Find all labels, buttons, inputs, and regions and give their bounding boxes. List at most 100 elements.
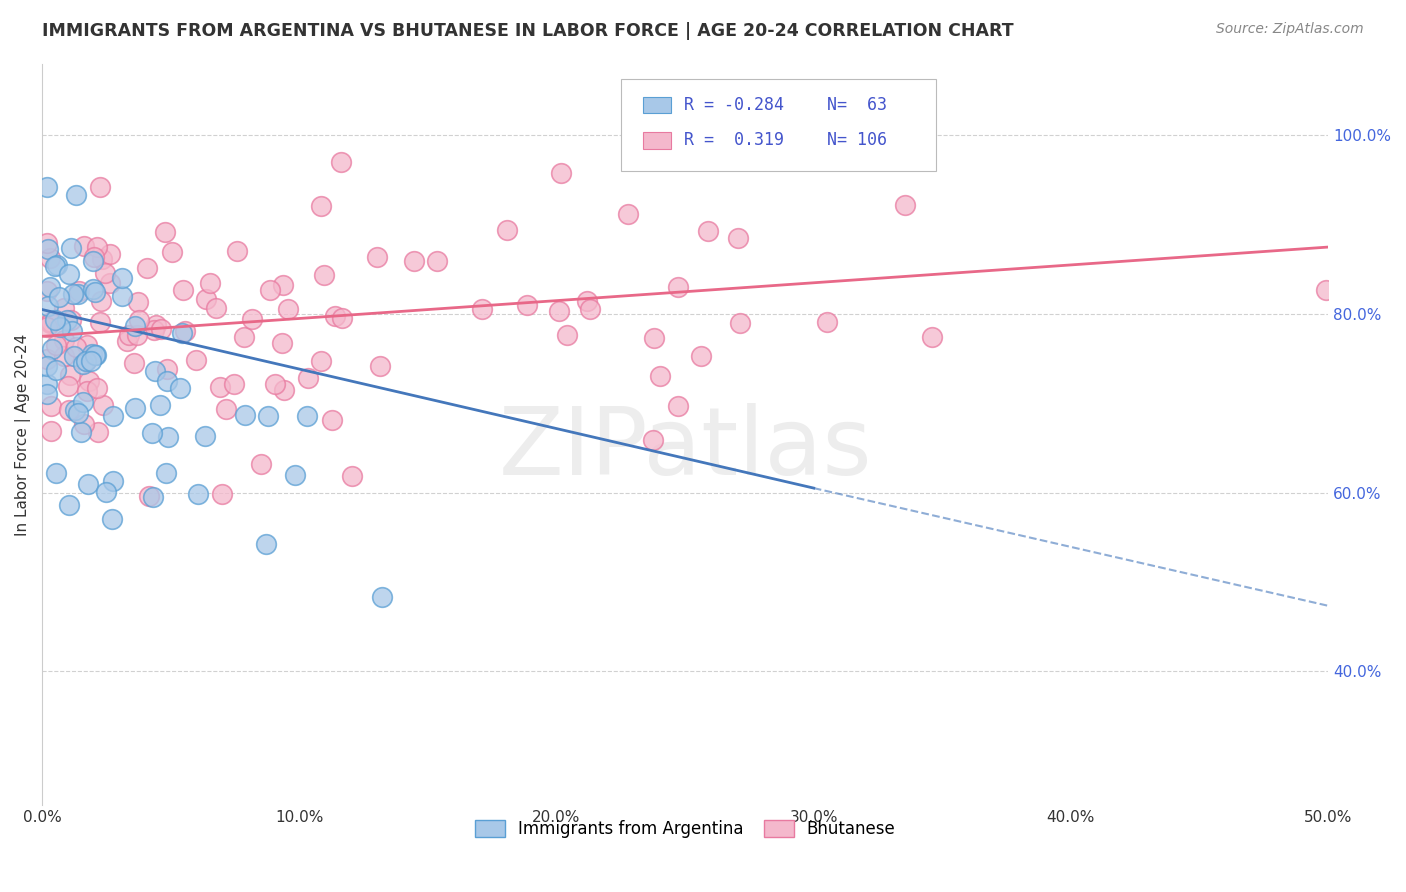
Point <box>65 340 87 354</box>
Point <box>226 244 249 258</box>
Point <box>48 289 70 303</box>
Point <box>697 224 720 238</box>
Point <box>94 266 117 280</box>
Point <box>555 328 578 343</box>
Point <box>149 398 172 412</box>
Point <box>118 328 141 343</box>
Point <box>94 485 117 500</box>
Point <box>340 468 363 483</box>
Point <box>37 320 59 334</box>
Point <box>72 357 94 371</box>
Point <box>38 316 60 330</box>
Point <box>145 318 167 332</box>
Point <box>39 315 62 329</box>
Point <box>41 399 63 413</box>
Point <box>91 252 114 267</box>
Point <box>142 490 165 504</box>
Point <box>53 333 76 347</box>
Point <box>91 398 114 412</box>
Point <box>76 338 98 352</box>
Text: N= 106: N= 106 <box>827 131 887 149</box>
Point <box>240 312 263 326</box>
Point <box>89 315 111 329</box>
Text: ZIPatlas: ZIPatlas <box>498 403 872 495</box>
Point <box>135 260 157 275</box>
Point <box>198 276 221 290</box>
Point <box>222 377 245 392</box>
Point <box>270 336 292 351</box>
Point <box>38 251 60 265</box>
Point <box>550 166 572 180</box>
Point <box>184 352 207 367</box>
Point <box>65 187 87 202</box>
Point <box>59 241 82 255</box>
Point <box>211 487 233 501</box>
Point <box>311 199 333 213</box>
Point <box>73 417 96 431</box>
Text: N=  63: N= 63 <box>827 95 887 114</box>
Point <box>60 324 83 338</box>
Point <box>37 180 59 194</box>
Point <box>666 279 689 293</box>
Point <box>56 313 79 327</box>
Point <box>39 280 62 294</box>
Point <box>124 318 146 333</box>
Point <box>162 244 184 259</box>
Point <box>321 413 343 427</box>
Point <box>83 250 105 264</box>
Point <box>46 258 69 272</box>
Point <box>516 298 538 312</box>
Point <box>52 349 75 363</box>
Point <box>371 590 394 604</box>
Point <box>295 409 318 423</box>
Point <box>111 289 134 303</box>
Point <box>169 381 191 395</box>
Point <box>815 315 838 329</box>
Point <box>174 324 197 338</box>
FancyBboxPatch shape <box>621 78 936 171</box>
Point <box>44 312 66 326</box>
Point <box>90 294 112 309</box>
Point <box>921 330 943 344</box>
Point <box>170 326 193 340</box>
Point <box>284 468 307 483</box>
Point <box>728 316 751 330</box>
Point <box>689 349 711 363</box>
Point <box>70 425 93 439</box>
Point <box>37 359 59 373</box>
Point <box>153 225 176 239</box>
Point <box>48 320 70 334</box>
Point <box>87 425 110 439</box>
Point <box>254 536 277 550</box>
Point <box>45 363 67 377</box>
Point <box>205 301 228 315</box>
Text: Source: ZipAtlas.com: Source: ZipAtlas.com <box>1216 22 1364 37</box>
Point <box>58 403 80 417</box>
Point <box>894 198 917 212</box>
Point <box>194 429 217 443</box>
Point <box>273 384 295 398</box>
Point <box>41 342 63 356</box>
Point <box>77 477 100 491</box>
Point <box>124 401 146 416</box>
Point <box>73 239 96 253</box>
Point <box>138 489 160 503</box>
Point <box>59 368 82 382</box>
Text: R =  0.319: R = 0.319 <box>683 131 783 149</box>
Point <box>37 387 59 401</box>
Point <box>257 409 280 423</box>
Point <box>156 362 179 376</box>
Point <box>471 301 494 316</box>
Point <box>297 370 319 384</box>
Point <box>82 254 104 268</box>
Point <box>277 301 299 316</box>
Point <box>37 352 59 367</box>
Point <box>37 243 59 257</box>
Point <box>648 369 671 384</box>
Point <box>668 399 690 413</box>
Point <box>60 312 83 326</box>
Point <box>150 321 173 335</box>
Point <box>86 381 108 395</box>
Point <box>66 405 89 419</box>
Point <box>75 353 97 368</box>
